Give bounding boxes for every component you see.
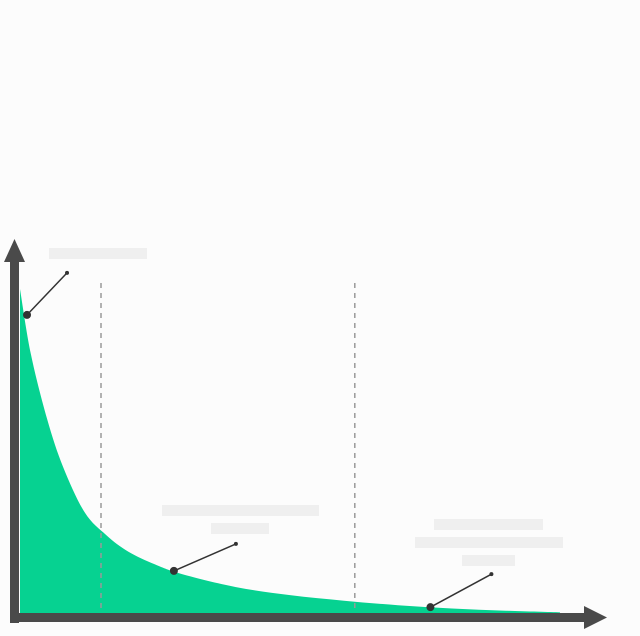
callout-end-1: [65, 270, 70, 275]
callout-point-2: [169, 566, 178, 575]
callout-point-1: [23, 310, 32, 319]
callout-leader-3: [430, 573, 492, 608]
placeholder-text-2-line-2: [211, 523, 269, 534]
y-axis-line: [10, 258, 19, 623]
axis-layer: [4, 239, 607, 629]
callout-layer: [23, 270, 494, 612]
callout-end-3: [489, 572, 494, 577]
callout-point-3: [426, 603, 435, 612]
area-layer: [20, 289, 560, 613]
placeholder-text-3-line-1: [434, 519, 543, 530]
placeholder-layer: [49, 248, 563, 566]
callout-leader-1: [26, 272, 68, 316]
x-axis-line: [10, 613, 588, 622]
placeholder-text-2-line-1: [162, 505, 319, 516]
y-axis-arrow: [4, 239, 25, 262]
x-axis-arrow: [584, 606, 607, 629]
callout-end-2: [233, 541, 238, 546]
area-series: [20, 289, 560, 613]
placeholder-text-3-line-2: [415, 537, 563, 548]
placeholder-text-3-line-3: [462, 555, 515, 566]
callout-leader-2: [173, 543, 237, 572]
placeholder-text-1-line-1: [49, 248, 147, 259]
